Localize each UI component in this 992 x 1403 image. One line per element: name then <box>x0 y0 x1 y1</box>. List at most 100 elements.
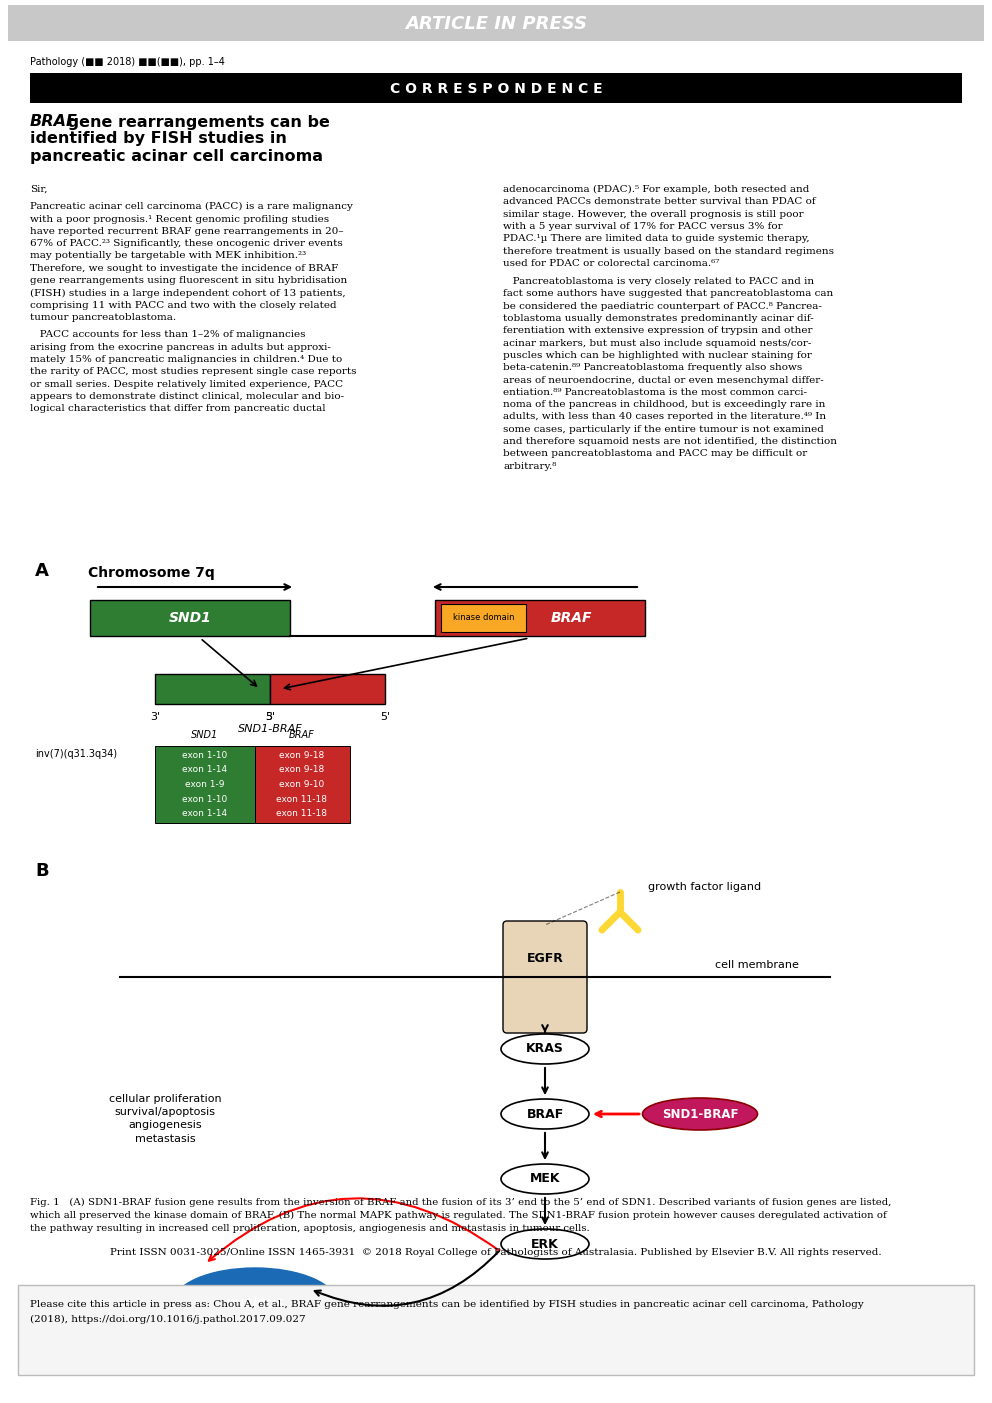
Text: Pathology (■■ 2018) ■■(■■), pp. 1–4: Pathology (■■ 2018) ■■(■■), pp. 1–4 <box>30 58 225 67</box>
Text: (2018), https://doi.org/10.1016/j.pathol.2017.09.027: (2018), https://doi.org/10.1016/j.pathol… <box>30 1315 306 1324</box>
Text: Please cite this article in press as: Chou A, et al., BRAF gene rearrangements c: Please cite this article in press as: Ch… <box>30 1301 864 1309</box>
Text: the pathway resulting in increased cell proliferation, apoptosis, angiogenesis a: the pathway resulting in increased cell … <box>30 1223 590 1233</box>
Text: Sir,: Sir, <box>30 185 48 194</box>
Text: exon 1-14: exon 1-14 <box>183 766 227 774</box>
Text: SND1: SND1 <box>191 730 218 739</box>
Text: BRAF: BRAF <box>289 730 314 739</box>
Text: Chromosome 7q: Chromosome 7q <box>88 565 214 579</box>
Text: exon 1-9: exon 1-9 <box>186 780 225 788</box>
Text: 3': 3' <box>150 711 160 723</box>
Text: ERK: ERK <box>531 1237 558 1250</box>
FancyBboxPatch shape <box>503 920 587 1033</box>
Text: the rarity of PACC, most studies represent single case reports: the rarity of PACC, most studies represe… <box>30 368 356 376</box>
Text: with a poor prognosis.¹ Recent genomic profiling studies: with a poor prognosis.¹ Recent genomic p… <box>30 215 329 223</box>
Ellipse shape <box>643 1099 758 1129</box>
Text: noma of the pancreas in childhood, but is exceedingly rare in: noma of the pancreas in childhood, but i… <box>503 400 825 410</box>
Ellipse shape <box>501 1229 589 1258</box>
Text: areas of neuroendocrine, ductal or even mesenchymal differ-: areas of neuroendocrine, ductal or even … <box>503 376 823 384</box>
Text: exon 1-10: exon 1-10 <box>183 751 227 760</box>
Text: or small series. Despite relatively limited experience, PACC: or small series. Despite relatively limi… <box>30 379 343 389</box>
Text: exon 1-14: exon 1-14 <box>183 810 227 818</box>
Text: 5': 5' <box>380 711 390 723</box>
Text: 5': 5' <box>265 711 275 723</box>
Text: logical characteristics that differ from pancreatic ductal: logical characteristics that differ from… <box>30 404 325 412</box>
FancyBboxPatch shape <box>441 605 526 631</box>
Text: arising from the exocrine pancreas in adults but approxi-: arising from the exocrine pancreas in ad… <box>30 342 331 352</box>
FancyBboxPatch shape <box>90 600 290 636</box>
FancyBboxPatch shape <box>155 673 270 704</box>
FancyBboxPatch shape <box>8 6 984 41</box>
Text: 3': 3' <box>265 711 275 723</box>
Text: which all preserved the kinase domain of BRAF. (B) The normal MAPK pathway is re: which all preserved the kinase domain of… <box>30 1211 887 1221</box>
Text: growth factor ligand: growth factor ligand <box>648 882 761 892</box>
Text: similar stage. However, the overall prognosis is still poor: similar stage. However, the overall prog… <box>503 209 804 219</box>
Text: Fig. 1   (A) SDN1-BRAF fusion gene results from the inversion of BRAF and the fu: Fig. 1 (A) SDN1-BRAF fusion gene results… <box>30 1198 892 1207</box>
Text: arbitrary.⁸: arbitrary.⁸ <box>503 462 557 470</box>
Text: exon 9-18: exon 9-18 <box>280 766 324 774</box>
Text: advanced PACCs demonstrate better survival than PDAC of: advanced PACCs demonstrate better surviv… <box>503 198 815 206</box>
Text: be considered the paediatric counterpart of PACC.⁸ Pancrea-: be considered the paediatric counterpart… <box>503 302 822 310</box>
Text: B: B <box>35 861 49 880</box>
FancyBboxPatch shape <box>155 746 255 822</box>
Text: PDAC.¹µ There are limited data to guide systemic therapy,: PDAC.¹µ There are limited data to guide … <box>503 234 809 243</box>
Text: (FISH) studies in a large independent cohort of 13 patients,: (FISH) studies in a large independent co… <box>30 289 345 297</box>
Text: 67% of PACC.²³ Significantly, these oncogenic driver events: 67% of PACC.²³ Significantly, these onco… <box>30 239 343 248</box>
Text: exon 1-10: exon 1-10 <box>183 794 227 804</box>
Text: puscles which can be highlighted with nuclear staining for: puscles which can be highlighted with nu… <box>503 351 811 361</box>
Text: SND1-BRAF: SND1-BRAF <box>662 1107 738 1121</box>
Text: adenocarcinoma (PDAC).⁵ For example, both resected and: adenocarcinoma (PDAC).⁵ For example, bot… <box>503 185 809 194</box>
Text: SND1: SND1 <box>169 610 211 624</box>
Text: beta-catenin.⁸⁹ Pancreatoblastoma frequently also shows: beta-catenin.⁸⁹ Pancreatoblastoma freque… <box>503 363 803 372</box>
Ellipse shape <box>501 1034 589 1063</box>
Ellipse shape <box>501 1164 589 1194</box>
Text: entiation.⁸⁹ Pancreatoblastoma is the most common carci-: entiation.⁸⁹ Pancreatoblastoma is the mo… <box>503 387 807 397</box>
Text: mately 15% of pancreatic malignancies in children.⁴ Due to: mately 15% of pancreatic malignancies in… <box>30 355 342 363</box>
Text: exon 9-18: exon 9-18 <box>280 751 324 760</box>
Text: identified by FISH studies in: identified by FISH studies in <box>30 132 287 146</box>
Text: inv(7)(q31.3q34): inv(7)(q31.3q34) <box>35 749 117 759</box>
Text: BRAF: BRAF <box>30 115 78 129</box>
Text: C O R R E S P O N D E N C E: C O R R E S P O N D E N C E <box>390 81 602 95</box>
Text: with a 5 year survival of 17% for PACC versus 3% for: with a 5 year survival of 17% for PACC v… <box>503 222 783 231</box>
Text: MEK: MEK <box>530 1173 560 1186</box>
Text: Pancreatoblastoma is very closely related to PACC and in: Pancreatoblastoma is very closely relate… <box>503 278 814 286</box>
FancyBboxPatch shape <box>18 1285 974 1375</box>
Text: Print ISSN 0031-3025/Online ISSN 1465-3931  © 2018 Royal College of Pathologists: Print ISSN 0031-3025/Online ISSN 1465-39… <box>110 1249 882 1257</box>
Text: KRAS: KRAS <box>526 1042 563 1055</box>
FancyBboxPatch shape <box>270 673 385 704</box>
Text: SND1-BRAF: SND1-BRAF <box>238 724 303 734</box>
Ellipse shape <box>173 1268 337 1340</box>
Text: A: A <box>35 563 49 579</box>
Text: between pancreatoblastoma and PACC may be difficult or: between pancreatoblastoma and PACC may b… <box>503 449 807 459</box>
Text: gene rearrangements using fluorescent in situ hybridisation: gene rearrangements using fluorescent in… <box>30 276 347 285</box>
Text: EGFR: EGFR <box>527 953 563 965</box>
Text: and therefore squamoid nests are not identified, the distinction: and therefore squamoid nests are not ide… <box>503 436 837 446</box>
Text: may potentially be targetable with MEK inhibition.²³: may potentially be targetable with MEK i… <box>30 251 307 261</box>
Text: adults, with less than 40 cases reported in the literature.⁴⁹ In: adults, with less than 40 cases reported… <box>503 412 826 421</box>
Text: exon 11-18: exon 11-18 <box>277 794 327 804</box>
Text: appears to demonstrate distinct clinical, molecular and bio-: appears to demonstrate distinct clinical… <box>30 391 344 401</box>
Text: have reported recurrent BRAF gene rearrangements in 20–: have reported recurrent BRAF gene rearra… <box>30 227 343 236</box>
Text: tumour pancreatoblastoma.: tumour pancreatoblastoma. <box>30 313 177 323</box>
Text: Pancreatic acinar cell carcinoma (PACC) is a rare malignancy: Pancreatic acinar cell carcinoma (PACC) … <box>30 202 353 212</box>
Text: ARTICLE IN PRESS: ARTICLE IN PRESS <box>405 15 587 34</box>
Text: cellular proliferation
survival/apoptosis
angiogenesis
metastasis: cellular proliferation survival/apoptosi… <box>109 1094 221 1143</box>
Text: acinar markers, but must also include squamoid nests/cor-: acinar markers, but must also include sq… <box>503 338 811 348</box>
Text: BRAF: BRAF <box>551 610 592 624</box>
Text: used for PDAC or colorectal carcinoma.⁶⁷: used for PDAC or colorectal carcinoma.⁶⁷ <box>503 258 719 268</box>
Text: fact some authors have suggested that pancreatoblastoma can: fact some authors have suggested that pa… <box>503 289 833 299</box>
Text: some cases, particularly if the entire tumour is not examined: some cases, particularly if the entire t… <box>503 425 824 434</box>
Text: pancreatic acinar cell carcinoma: pancreatic acinar cell carcinoma <box>30 149 323 164</box>
FancyBboxPatch shape <box>255 746 350 822</box>
Text: therefore treatment is usually based on the standard regimens: therefore treatment is usually based on … <box>503 247 834 255</box>
Text: Therefore, we sought to investigate the incidence of BRAF: Therefore, we sought to investigate the … <box>30 264 338 272</box>
FancyBboxPatch shape <box>30 73 962 102</box>
Ellipse shape <box>501 1099 589 1129</box>
Text: comprising 11 with PACC and two with the closely related: comprising 11 with PACC and two with the… <box>30 300 336 310</box>
Text: exon 11-18: exon 11-18 <box>277 810 327 818</box>
Text: kinase domain: kinase domain <box>452 613 514 623</box>
Text: exon 9-10: exon 9-10 <box>280 780 324 788</box>
Text: ferentiation with extensive expression of trypsin and other: ferentiation with extensive expression o… <box>503 327 812 335</box>
Text: gene rearrangements can be: gene rearrangements can be <box>62 115 330 129</box>
Text: PACC accounts for less than 1–2% of malignancies: PACC accounts for less than 1–2% of mali… <box>30 330 306 340</box>
